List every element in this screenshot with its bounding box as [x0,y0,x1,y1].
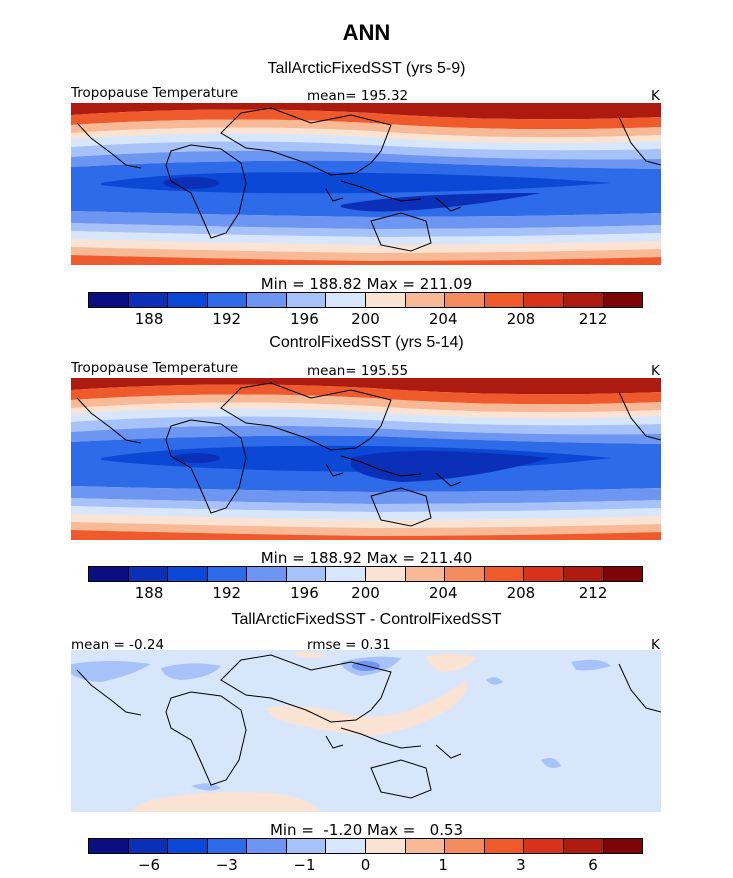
panel-1-tick: 200 [351,310,380,328]
panel-3-unit-label: K [651,637,660,653]
colorbar-swatch [326,293,367,307]
panel-3-tick: 0 [360,856,371,874]
panel-2-mean-label: mean= 195.55 [307,363,409,379]
panel-3-mean-label: mean = -0.24 [71,637,165,653]
panel-2-tick: 204 [428,584,458,602]
colorbar-swatch [207,293,248,307]
panel-3-title: TallArcticFixedSST - ControlFixedSST [231,611,502,628]
panel-1-tick: 204 [428,310,458,328]
colorbar-swatch [405,839,446,853]
panel-3-min-max: Min = -1.20 Max = 0.53 [269,821,464,839]
panel-2-tick: 188 [134,584,164,602]
colorbar-swatch [89,839,129,853]
panel-3-tick-labels: −6 −3 −1 0 1 3 6 [88,856,643,874]
colorbar-swatch [326,567,367,581]
colorbar-swatch [286,293,327,307]
colorbar-swatch [524,567,564,581]
panel-3-tick: −6 [137,856,161,874]
colorbar-swatch [286,567,327,581]
panel-1-tick: 188 [134,310,164,328]
colorbar-swatch [247,293,287,307]
panel-2-title: ControlFixedSST (yrs 5-14) [269,334,464,351]
colorbar-swatch [484,567,525,581]
panel-1-tick-labels: 188 192 196 200 204 208 212 [88,310,643,328]
panel-2-variable-label: Tropopause Temperature [71,360,239,376]
panel-2-colorbar [88,566,643,582]
colorbar-swatch [445,567,485,581]
colorbar-swatch [603,839,643,853]
colorbar-swatch [207,567,248,581]
colorbar-swatch [286,839,327,853]
panel-1-tick: 212 [578,310,608,328]
colorbar-swatch [603,293,643,307]
panel-1-unit-label: K [651,88,660,104]
panel-2-tick: 212 [578,584,608,602]
colorbar-swatch [207,839,248,853]
figure-title: ANN [342,20,391,45]
panel-3-tick: −3 [215,856,238,874]
colorbar-swatch [89,293,129,307]
colorbar-swatch [128,567,169,581]
colorbar-swatch [524,293,564,307]
panel-3-tick: 1 [438,856,448,874]
colorbar-swatch [247,839,287,853]
panel-2-tick: 200 [351,584,380,602]
panel-2-tick: 196 [290,584,319,602]
panel-1-map [71,103,661,265]
panel-1-variable-label: Tropopause Temperature [71,85,239,101]
panel-1-tick: 192 [212,310,242,328]
colorbar-swatch [484,839,525,853]
panel-1-tick: 208 [506,310,536,328]
colorbar-swatch [524,839,564,853]
panel-2-tick-labels: 188 192 196 200 204 208 212 [88,584,643,602]
colorbar-swatch [168,839,208,853]
panel-1-title: TallArcticFixedSST (yrs 5-9) [267,60,466,77]
colorbar-swatch [247,567,287,581]
panel-2-tick: 192 [212,584,242,602]
panel-3-tick: −1 [293,856,316,874]
panel-1-tick: 196 [290,310,319,328]
colorbar-swatch [603,567,643,581]
colorbar-swatch [89,567,129,581]
panel-2-tick: 208 [506,584,536,602]
panel-3-rmse-label: rmse = 0.31 [307,637,391,653]
panel-2-map [71,378,661,540]
panel-1-mean-label: mean= 195.32 [307,88,409,104]
colorbar-swatch [128,839,169,853]
colorbar-swatch [445,839,485,853]
panel-1-colorbar [88,292,643,308]
panel-2-unit-label: K [651,363,660,379]
colorbar-swatch [366,839,406,853]
colorbar-swatch [563,293,604,307]
colorbar-swatch [484,293,525,307]
panel-3-tick: 6 [588,856,598,874]
colorbar-swatch [405,567,446,581]
colorbar-swatch [563,839,604,853]
colorbar-swatch [366,567,406,581]
panel-2-min-max: Min = 188.92 Max = 211.40 [260,549,473,567]
colorbar-swatch [128,293,169,307]
panel-3-map [71,650,661,812]
colorbar-swatch [445,293,485,307]
colorbar-swatch [168,567,208,581]
colorbar-swatch [366,293,406,307]
panel-3-tick: 3 [516,856,526,874]
colorbar-swatch [326,839,367,853]
colorbar-swatch [168,293,208,307]
panel-1-min-max: Min = 188.82 Max = 211.09 [260,275,473,293]
colorbar-swatch [405,293,446,307]
colorbar-swatch [563,567,604,581]
panel-3-colorbar [88,838,643,854]
